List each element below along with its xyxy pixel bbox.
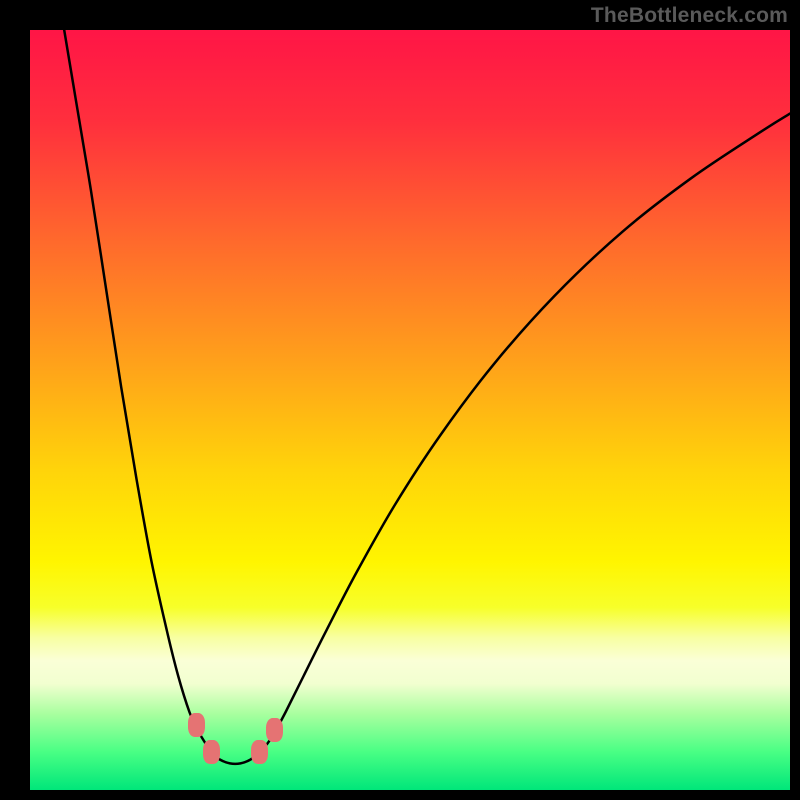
curve-marker xyxy=(203,740,220,764)
curve-marker xyxy=(266,718,283,742)
watermark: TheBottleneck.com xyxy=(591,4,788,28)
curve-marker xyxy=(188,713,205,737)
curve-marker xyxy=(251,740,268,764)
plot-background-gradient xyxy=(30,30,790,790)
plot-frame-edge xyxy=(0,0,30,800)
plot-frame-edge xyxy=(790,0,800,800)
plot-frame-edge xyxy=(0,790,800,800)
